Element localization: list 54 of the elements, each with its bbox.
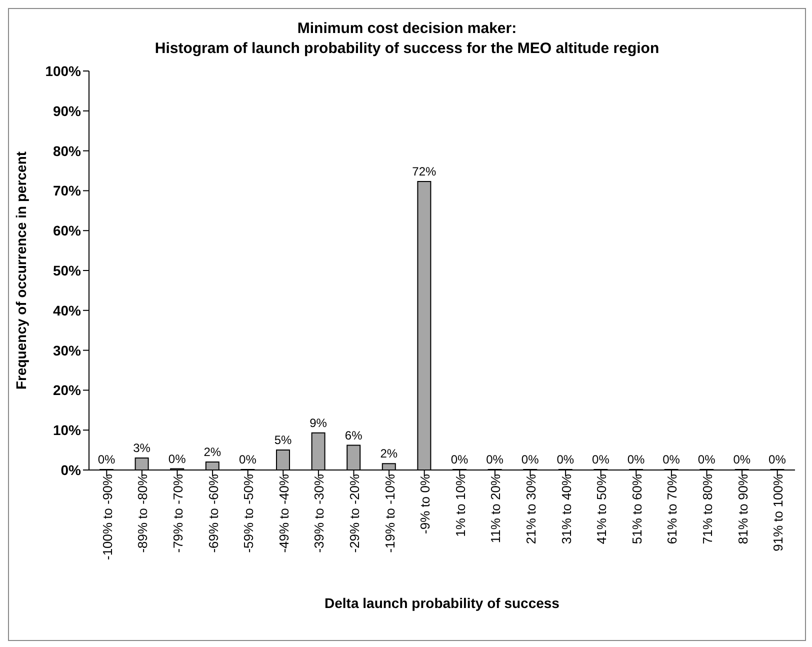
x-tick-label: -59% to -50% xyxy=(241,474,256,553)
data-label: 0% xyxy=(556,452,574,466)
x-tick-label: 71% to 80% xyxy=(700,474,715,544)
data-label: 0% xyxy=(733,452,751,466)
x-tick-label: 51% to 60% xyxy=(629,474,644,544)
data-label: 5% xyxy=(274,433,292,448)
y-tick-label: 20% xyxy=(52,382,82,398)
x-tick-label: 21% to 30% xyxy=(523,474,538,544)
y-tick-label: 50% xyxy=(52,262,82,278)
x-tick-label: -39% to -30% xyxy=(312,474,327,553)
data-label: 0% xyxy=(592,452,610,466)
x-tick-label: -100% to -90% xyxy=(100,474,115,560)
data-label: 9% xyxy=(310,416,328,430)
y-tick-label: 10% xyxy=(52,422,82,438)
y-tick-label: 70% xyxy=(52,182,82,199)
y-tick-label: 40% xyxy=(52,302,82,318)
x-tick-label: -29% to -20% xyxy=(346,474,362,553)
x-tick-label: -89% to -80% xyxy=(135,474,150,553)
x-tick-label: -69% to -60% xyxy=(206,474,221,553)
y-tick-label: 80% xyxy=(52,142,82,159)
data-label: 6% xyxy=(344,428,363,442)
x-tick-label: 1% to 10% xyxy=(452,474,468,537)
data-label: 0% xyxy=(98,452,116,466)
x-tick-label: 11% to 20% xyxy=(488,474,504,544)
data-label: 72% xyxy=(412,164,437,179)
x-tick-label: 81% to 90% xyxy=(735,474,750,544)
data-label: 0% xyxy=(698,452,716,466)
y-tick-label: 90% xyxy=(52,102,82,119)
data-label: 2% xyxy=(204,445,222,460)
data-label: 0% xyxy=(239,452,257,466)
x-tick-label: 41% to 50% xyxy=(594,474,610,544)
data-label: 0% xyxy=(168,452,186,466)
data-label: 3% xyxy=(133,441,151,456)
x-tick-label: -19% to -10% xyxy=(382,474,398,553)
x-tick-label: 61% to 70% xyxy=(664,474,680,544)
y-tick-label: 0% xyxy=(60,462,82,478)
y-tick-label: 30% xyxy=(52,342,82,358)
chart-title: Minimum cost decision maker: Histogram of launch probability of success for the MEO altitude region xyxy=(154,19,660,59)
y-axis-title: Frequency of occurrence in percent xyxy=(12,151,29,390)
data-label: 0% xyxy=(450,452,468,466)
x-tick-label: -49% to -40% xyxy=(276,474,292,553)
x-tick-label: 91% to 100% xyxy=(770,474,786,552)
x-tick-label: 31% to 40% xyxy=(558,474,574,544)
x-tick-label: -9% to 0% xyxy=(418,474,433,534)
x-tick-label: -79% to -70% xyxy=(170,474,186,553)
y-tick-label: 60% xyxy=(52,222,82,239)
x-axis-title: Delta launch probability of success xyxy=(324,595,560,611)
data-label: 0% xyxy=(662,452,680,466)
data-label: 0% xyxy=(521,452,540,466)
data-label: 0% xyxy=(486,452,504,466)
data-label: 2% xyxy=(380,446,398,461)
y-tick-label: 100% xyxy=(45,62,82,79)
data-label: 0% xyxy=(768,452,786,466)
data-label: 0% xyxy=(627,452,645,466)
